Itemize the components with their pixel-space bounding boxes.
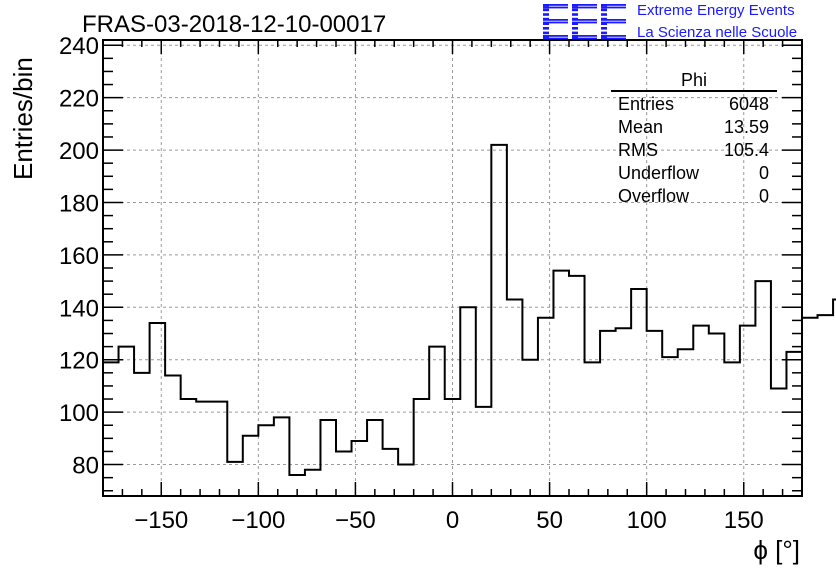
histogram-bin: [429, 347, 445, 496]
histogram-bin: [616, 328, 632, 496]
x-tick-label: −150: [134, 507, 188, 534]
stats-label: Entries: [618, 94, 674, 114]
histogram-bin: [320, 420, 336, 496]
logo-letter-e: [543, 4, 568, 40]
histogram-bin: [491, 145, 507, 496]
histogram-bin: [662, 357, 678, 496]
x-axis-label: ϕ [°]: [753, 535, 800, 565]
histogram-bin: [227, 462, 243, 496]
histogram-bin: [802, 318, 818, 496]
histogram-bin: [740, 326, 756, 496]
histogram-bin: [181, 399, 197, 496]
histogram-bin: [398, 465, 414, 496]
x-tick-label: 100: [627, 507, 667, 534]
histogram-bin: [709, 334, 725, 496]
stats-value: 13.59: [724, 117, 769, 137]
histogram-bin: [134, 373, 150, 496]
stats-value: 6048: [729, 94, 769, 114]
tick-labels: −150 −100 −50 0 50 100 150 80 100 120 140 160 180 200…: [59, 33, 764, 534]
histogram-bin: [352, 441, 368, 496]
histogram-bin: [103, 362, 119, 496]
histogram-bin: [600, 331, 616, 496]
histogram-bin: [724, 362, 740, 496]
histogram-bin: [693, 326, 709, 496]
histogram-outline: [103, 143, 836, 477]
stats-label: Mean: [618, 117, 663, 137]
histogram-bin: [585, 362, 601, 496]
histogram-bin: [647, 331, 663, 496]
histogram-bin: [818, 315, 834, 496]
y-tick-label: 200: [59, 138, 99, 165]
x-tick-label: 50: [536, 507, 563, 534]
stats-title: Phi: [681, 70, 707, 90]
histogram-bin: [274, 417, 290, 496]
stats-value: 0: [759, 163, 769, 183]
logo-letter-e: [601, 4, 626, 40]
histogram-bin: [336, 451, 352, 496]
grid-lines: [103, 40, 802, 496]
histogram-bin: [507, 299, 523, 496]
histogram-bin: [212, 402, 228, 496]
eee-logo-icon: [543, 4, 626, 40]
histogram-bin: [305, 470, 321, 496]
y-tick-label: 140: [59, 295, 99, 322]
histogram-bin: [476, 407, 492, 496]
axis-ticks: [102, 40, 803, 496]
stats-rows: Entries 6048 Mean 13.59 RMS 105.4 Underflow 0 Ov…: [618, 94, 769, 206]
histogram-bin: [165, 375, 181, 496]
logo-letters: [543, 4, 626, 40]
logo-letter-e: [572, 4, 597, 40]
histogram-bin: [414, 399, 430, 496]
histogram-bin: [383, 449, 399, 496]
histogram-bin: [538, 318, 554, 496]
stats-value: 0: [759, 186, 769, 206]
y-tick-label: 120: [59, 348, 99, 375]
histogram-bin: [367, 420, 383, 496]
histogram-bin: [150, 323, 166, 496]
x-tick-label: −100: [231, 507, 285, 534]
logo-line-1: Extreme Energy Events: [637, 2, 795, 19]
x-tick-label: 150: [724, 507, 764, 534]
stats-label: Underflow: [618, 163, 700, 183]
chart-title: FRAS-03-2018-12-10-00017: [82, 11, 386, 38]
histogram-bin: [569, 276, 585, 496]
stats-label: RMS: [618, 140, 658, 160]
stats-label: Overflow: [618, 186, 690, 206]
histogram-bin: [678, 349, 694, 496]
histogram-bin: [755, 281, 771, 496]
y-axis-label: Entries/bin: [8, 57, 38, 180]
x-tick-label: −50: [335, 507, 376, 534]
stats-box: Phi Entries 6048 Mean 13.59 RMS 105.4 Underflo…: [611, 70, 777, 206]
y-tick-label: 240: [59, 33, 99, 60]
y-tick-label: 160: [59, 243, 99, 270]
y-tick-label: 220: [59, 86, 99, 113]
y-tick-label: 180: [59, 190, 99, 217]
y-tick-label: 100: [59, 400, 99, 427]
histogram-bin: [243, 436, 259, 496]
histogram-bin: [119, 347, 135, 496]
histogram-bin: [258, 425, 274, 496]
y-tick-label: 80: [72, 453, 99, 480]
histogram-bin: [460, 307, 476, 496]
x-tick-label: 0: [446, 507, 459, 534]
histogram-bin: [771, 389, 787, 496]
histogram-bin: [522, 360, 538, 496]
histogram-bin: [553, 271, 569, 496]
histogram-bin: [196, 402, 212, 496]
logo-line-2: La Scienza nelle Scuole: [637, 24, 798, 41]
stats-value: 105.4: [724, 140, 769, 160]
